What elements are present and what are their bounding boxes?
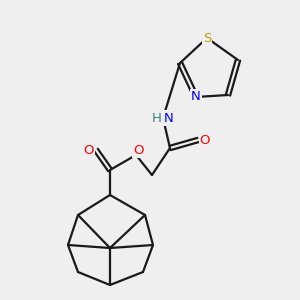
Text: N: N bbox=[191, 91, 201, 103]
Text: S: S bbox=[203, 32, 211, 44]
Text: O: O bbox=[133, 143, 143, 157]
Text: O: O bbox=[200, 134, 210, 146]
Text: O: O bbox=[84, 143, 94, 157]
Text: N: N bbox=[164, 112, 174, 124]
Text: H: H bbox=[152, 112, 162, 124]
